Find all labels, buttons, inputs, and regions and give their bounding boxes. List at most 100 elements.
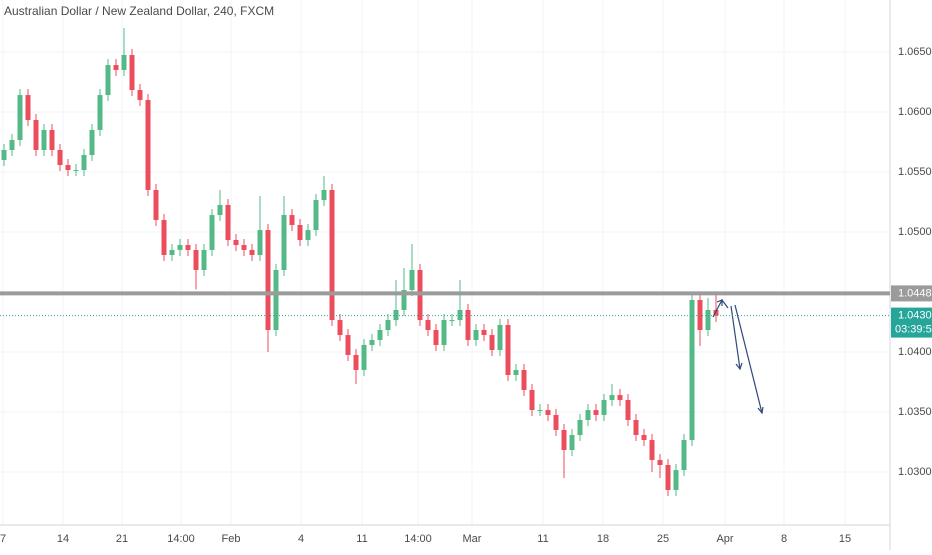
price-label: 1.04488: [898, 287, 932, 299]
candle-body: [505, 324, 511, 375]
candle-body: [129, 54, 135, 90]
candle-body: [353, 354, 359, 370]
x-tick-label: 18: [597, 533, 609, 545]
candle-body: [137, 90, 143, 100]
candle-body: [193, 249, 199, 270]
candle-body: [537, 410, 543, 412]
candle-body: [217, 204, 223, 216]
candle-body: [689, 300, 695, 441]
candle-body: [121, 54, 127, 70]
candle-body: [177, 245, 183, 250]
candle-body: [289, 215, 295, 225]
x-tick-label: 14:00: [167, 533, 195, 545]
candle-body: [385, 320, 391, 330]
x-tick-label: 21: [116, 533, 128, 545]
y-tick-label: 1.04000: [898, 346, 932, 358]
chart-title: Australian Dollar / New Zealand Dollar, …: [4, 4, 274, 18]
y-tick-label: 1.03500: [898, 406, 932, 418]
candle-body: [577, 420, 583, 435]
candle-body: [593, 410, 599, 415]
candle-body: [185, 245, 191, 250]
candle-body: [257, 230, 263, 255]
y-tick-label: 1.05500: [898, 166, 932, 178]
candle-body: [33, 120, 39, 150]
candle-body: [321, 189, 327, 201]
candle-body: [97, 95, 103, 130]
candle-body: [713, 309, 719, 316]
countdown-label: 03:39:53: [895, 324, 932, 336]
candle-body: [617, 395, 623, 400]
candle-body: [569, 435, 575, 450]
candle-body: [449, 320, 455, 322]
x-tick-label: 11: [356, 533, 367, 545]
arrow-line: [730, 305, 741, 370]
candle-body: [153, 189, 159, 220]
last-price-label: 1.04303: [898, 310, 932, 322]
candle-body: [225, 204, 231, 240]
candle-body: [393, 309, 399, 321]
candle-body: [633, 420, 639, 435]
x-tick-label: 14: [57, 533, 69, 545]
candle-body: [313, 200, 319, 231]
candle-body: [705, 309, 711, 330]
candle-body: [441, 320, 447, 345]
y-tick-label: 1.06500: [898, 46, 932, 58]
arrow-head: [735, 362, 743, 371]
candle-body: [73, 170, 79, 172]
candle-body: [169, 249, 175, 255]
candle-body: [409, 270, 415, 291]
candle-body: [81, 155, 87, 171]
price-label-box: [891, 285, 932, 302]
x-tick-label: 11: [537, 533, 548, 545]
candle-body: [273, 270, 279, 330]
candle-body: [481, 330, 487, 336]
candle-body: [1, 150, 7, 160]
candle-body: [113, 65, 119, 70]
arrow-head: [757, 406, 764, 415]
candle-body: [201, 249, 207, 270]
candle-body: [297, 225, 303, 240]
candle-body: [241, 245, 247, 250]
candle-body: [625, 399, 631, 420]
candle-body: [425, 320, 431, 330]
candle-body: [529, 390, 535, 411]
candle-body: [89, 129, 95, 156]
candle-body: [265, 230, 271, 330]
candle-body: [457, 309, 463, 321]
x-tick-label: 4: [298, 533, 304, 545]
candles: [1, 27, 719, 496]
candle-body: [681, 440, 687, 471]
candle-body: [41, 129, 47, 150]
candle-body: [305, 230, 311, 240]
candle-body: [145, 99, 151, 190]
candle-body: [601, 399, 607, 415]
y-tick-label: 1.03000: [898, 466, 932, 478]
x-tick-label: 14:00: [404, 533, 432, 545]
y-tick-label: 1.06000: [898, 106, 932, 118]
candle-body: [249, 249, 255, 255]
arrow-line: [734, 304, 763, 414]
last-price-box: [891, 307, 932, 338]
x-tick-label: Mar: [463, 533, 482, 545]
overlays: 1.04488 1.04303 03:39:53: [0, 285, 932, 338]
candle-body: [209, 215, 215, 250]
candle-body: [649, 440, 655, 460]
candle-body: [657, 459, 663, 465]
candle-body: [585, 410, 591, 420]
x-tick-label: Apr: [716, 533, 733, 545]
candle-body: [665, 465, 671, 490]
candle-body: [641, 435, 647, 441]
candle-body: [609, 395, 615, 400]
candle-body: [161, 219, 167, 255]
candle-body: [545, 410, 551, 415]
x-tick-label: 15: [839, 533, 851, 545]
candle-body: [49, 129, 55, 150]
x-tick-label: 7: [0, 533, 6, 545]
candle-body: [561, 429, 567, 450]
candle-body: [497, 324, 503, 351]
candle-body: [673, 470, 679, 490]
drawing-arrows: [712, 298, 764, 415]
candle-body: [345, 335, 351, 355]
y-tick-label: 1.05000: [898, 226, 932, 238]
